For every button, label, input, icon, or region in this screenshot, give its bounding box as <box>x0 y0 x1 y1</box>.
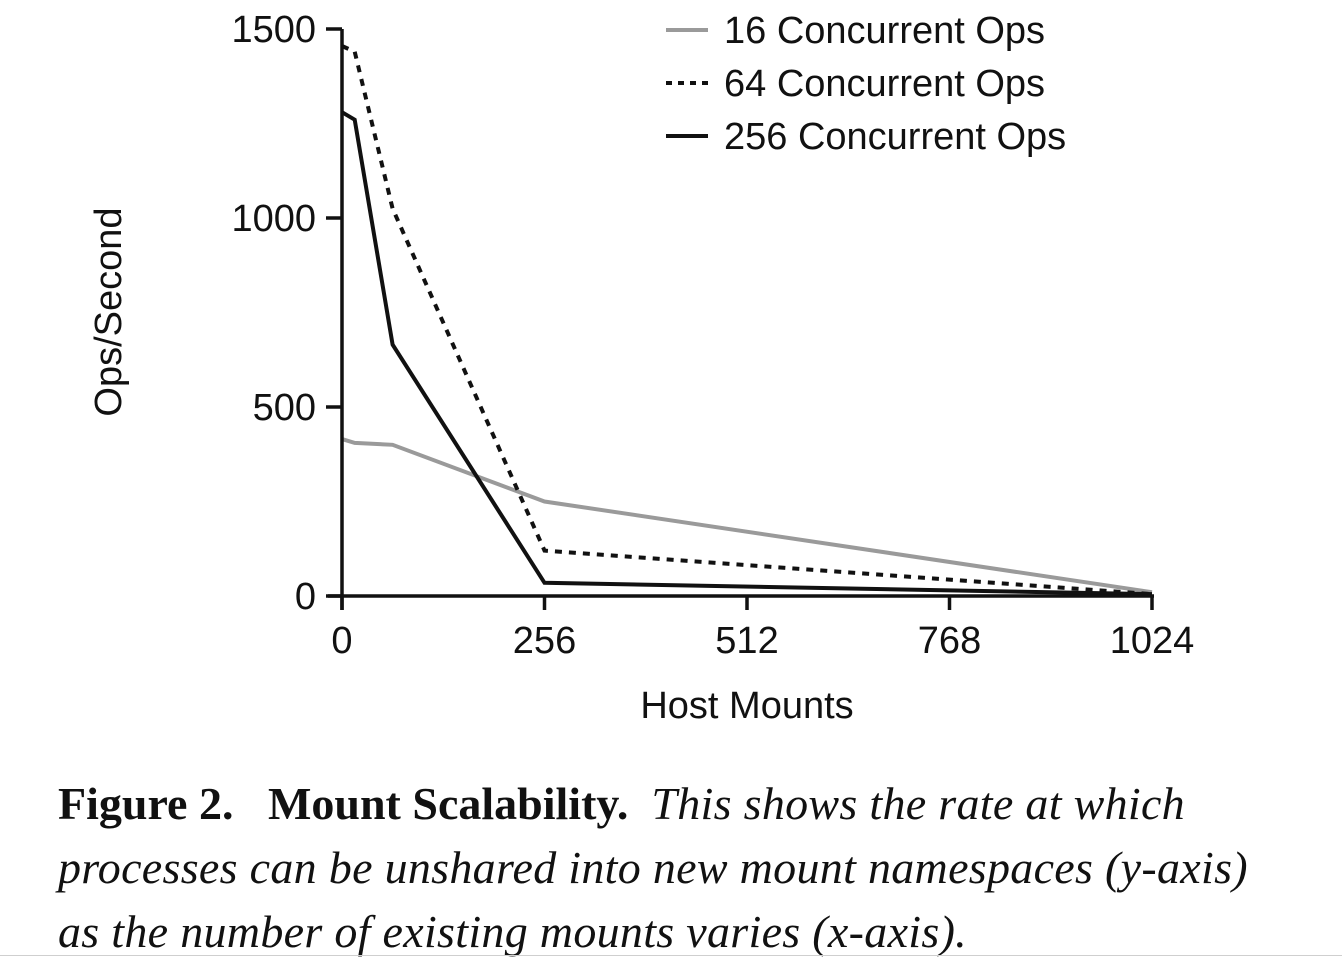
series-line-3 <box>340 110 1153 597</box>
x-tick-label: 768 <box>918 620 981 662</box>
line-chart: 0 500 1000 1500 0 256 512 768 1024 16 Concurrent… <box>88 9 1194 727</box>
figure-caption: Figure 2. Mount Scalability. This shows … <box>58 772 1288 964</box>
legend-label-3: 256 Concurrent Ops <box>724 116 1066 158</box>
legend-label-1: 16 Concurrent Ops <box>724 10 1045 52</box>
x-tick-label: 0 <box>331 620 352 662</box>
x-axis-label: Host Mounts <box>640 685 853 727</box>
legend-label-2: 64 Concurrent Ops <box>724 63 1045 105</box>
x-tick-label: 512 <box>715 620 778 662</box>
x-tick-label: 1024 <box>1110 620 1195 662</box>
y-tick-label: 0 <box>295 576 316 618</box>
y-tick-label: 1500 <box>231 9 316 51</box>
y-axis-label: Ops/Second <box>88 207 130 416</box>
caption-title: Mount Scalability. <box>267 778 629 829</box>
series-line-1 <box>341 437 1153 595</box>
page-edge-divider <box>0 955 1342 956</box>
x-tick-label: 256 <box>513 620 576 662</box>
axes: 0 500 1000 1500 0 256 512 768 1024 <box>231 9 1194 662</box>
caption-figure-label: Figure 2. <box>58 778 234 829</box>
plot-area <box>340 44 1153 597</box>
caption-text: This shows the rate at which processes c… <box>58 778 1248 957</box>
y-tick-label: 1000 <box>231 198 316 240</box>
legend: 16 Concurrent Ops 64 Concurrent Ops 256 Co… <box>666 10 1066 158</box>
y-tick-label: 500 <box>253 387 316 429</box>
